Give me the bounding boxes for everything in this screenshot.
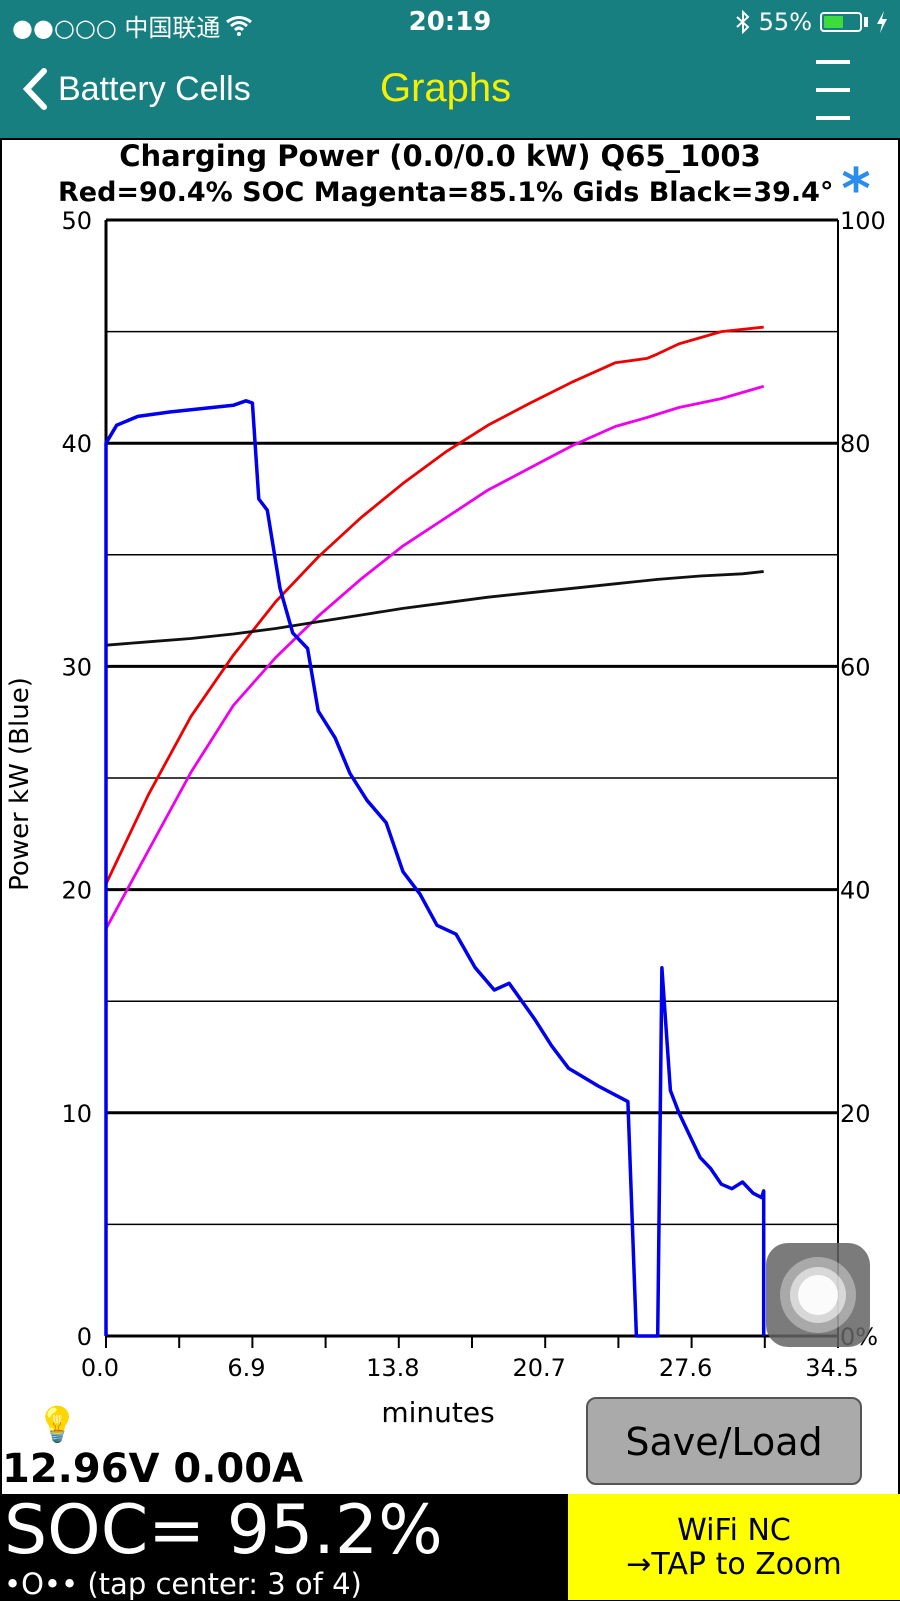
graph-legend-line: Red=90.4% SOC Magenta=85.1% Gids Black=3… xyxy=(58,177,833,208)
tap-to-zoom-label: →TAP to Zoom xyxy=(626,1547,842,1582)
series-lines xyxy=(104,325,766,1338)
lightbulb-icon[interactable]: 💡 xyxy=(36,1406,79,1444)
series-line-blue xyxy=(104,399,766,1338)
y-tick-label-left: 0 xyxy=(77,1323,92,1351)
voltage-current-readout: 12.96V 0.00A xyxy=(2,1446,304,1492)
nav-bar: Battery Cells Graphs xyxy=(0,46,900,138)
back-button[interactable]: Battery Cells xyxy=(22,68,251,110)
y-tick-label-left: 30 xyxy=(61,653,92,681)
wifi-icon xyxy=(226,15,253,36)
battery-tip xyxy=(864,17,868,27)
status-time: 20:19 xyxy=(408,7,492,37)
graph-title: Charging Power (0.0/0.0 kW) Q65_1003 xyxy=(119,140,761,173)
y-axis-label: Power kW (Blue) xyxy=(5,677,35,891)
y-tick-label-left: 50 xyxy=(61,207,92,235)
y-tick-label-left: 10 xyxy=(61,1100,92,1128)
chevron-left-icon xyxy=(22,68,47,110)
page-indicator[interactable]: •O•• (tap center: 3 of 4) xyxy=(4,1567,362,1601)
battery-fill xyxy=(824,16,843,28)
x-tick-label: 27.6 xyxy=(659,1354,712,1382)
y-tick-label-left: 20 xyxy=(61,877,92,905)
charging-bolt-icon xyxy=(877,11,887,33)
x-tick-label: 13.8 xyxy=(366,1354,419,1382)
x-tick-label: 0.0 xyxy=(81,1354,119,1382)
grid-lines xyxy=(104,218,839,1338)
save-load-button[interactable]: Save/Load xyxy=(586,1397,862,1485)
axis-ticks: 50403020100100806040200%0.06.913.820.727… xyxy=(61,207,885,1382)
soc-readout: SOC= 95.2% xyxy=(4,1491,443,1570)
series-line-magenta xyxy=(104,384,765,930)
carrier-label: ●●○○○ 中国联通 xyxy=(12,14,221,42)
y-tick-label-right: 80 xyxy=(840,430,871,458)
wifi-zoom-button[interactable]: WiFi NC →TAP to Zoom xyxy=(568,1494,900,1600)
assistive-touch-button[interactable] xyxy=(766,1243,870,1347)
y-tick-label-right: 40 xyxy=(840,877,871,905)
battery-icon xyxy=(820,12,862,32)
menu-icon[interactable] xyxy=(816,60,850,120)
status-right: 55% xyxy=(735,8,888,36)
series-line-black xyxy=(105,570,764,647)
y-tick-label-right: 60 xyxy=(840,653,871,681)
wifi-status: WiFi NC xyxy=(677,1513,791,1548)
y-tick-label-right: 100 xyxy=(840,207,886,235)
x-tick-label: 34.5 xyxy=(805,1354,858,1382)
graph-panel[interactable]: Charging Power (0.0/0.0 kW) Q65_1003 Red… xyxy=(2,139,898,1494)
x-tick-label: 6.9 xyxy=(227,1354,265,1382)
star-icon[interactable]: * xyxy=(841,157,870,222)
status-left: ●●○○○ 中国联通 xyxy=(12,8,253,43)
x-tick-label: 20.7 xyxy=(512,1354,565,1382)
bottom-bar: SOC= 95.2% •O•• (tap center: 3 of 4) WiF… xyxy=(0,1491,900,1601)
x-axis-label: minutes xyxy=(381,1396,494,1429)
status-bar: ●●○○○ 中国联通 20:19 55% xyxy=(0,0,900,46)
bluetooth-icon xyxy=(735,10,750,34)
battery-percent: 55% xyxy=(758,8,812,36)
y-tick-label-right: 20 xyxy=(840,1100,871,1128)
charging-graph[interactable]: Charging Power (0.0/0.0 kW) Q65_1003 Red… xyxy=(2,139,898,1494)
series-line-red xyxy=(104,325,764,885)
y-tick-label-left: 40 xyxy=(61,430,92,458)
page-title: Graphs xyxy=(380,66,512,110)
back-label: Battery Cells xyxy=(58,69,251,108)
